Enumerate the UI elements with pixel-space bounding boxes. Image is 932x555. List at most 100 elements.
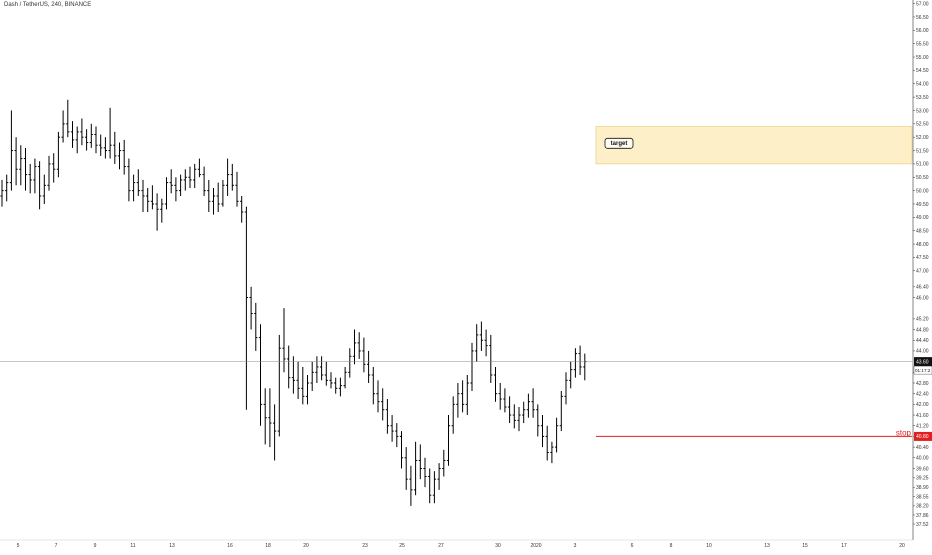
ohlc-bar xyxy=(179,174,183,196)
price-tick-label: 38.20 xyxy=(916,504,929,510)
ohlc-bar xyxy=(103,137,107,159)
ohlc-bar xyxy=(211,187,216,215)
ohlc-bar xyxy=(559,391,563,432)
ohlc-bar xyxy=(183,169,187,191)
ohlc-bar xyxy=(522,401,526,424)
ohlc-bar xyxy=(526,393,530,418)
symbol-title[interactable]: Dash / TetherUS, 240, BINANCE xyxy=(4,2,92,8)
price-tick-label: 54.50 xyxy=(916,68,929,74)
price-tick-label: 48.50 xyxy=(916,228,929,234)
time-tick-label: 18 xyxy=(265,543,271,549)
price-tick-label: 46.00 xyxy=(916,295,929,301)
time-tick-label: 16 xyxy=(227,543,233,549)
price-tick-label: 46.40 xyxy=(916,285,929,291)
ohlc-bar xyxy=(578,345,582,375)
time-tick-label: 2020 xyxy=(530,543,541,549)
ohlc-bar xyxy=(221,179,225,207)
price-lines xyxy=(0,361,912,437)
time-axis[interactable]: 5 7 9 11 13 16 18 20 23 25 27 30 2020 3 6 8 10 13 15 17 20 xyxy=(0,539,913,549)
stop-price-value: 40.80 xyxy=(916,434,929,440)
ohlc-bar xyxy=(23,147,28,191)
price-tick-label: 52.00 xyxy=(916,135,929,141)
ohlc-bar xyxy=(52,153,56,183)
ohlc-bar xyxy=(216,182,220,212)
ohlc-bar xyxy=(14,137,18,186)
ohlc-bar xyxy=(446,415,451,466)
ohlc-bar xyxy=(0,179,4,207)
time-tick-label: 17 xyxy=(841,543,847,549)
ohlc-bar xyxy=(334,377,338,394)
ohlc-bar xyxy=(28,163,32,194)
ohlc-bar xyxy=(38,161,42,210)
ohlc-bar xyxy=(461,380,465,413)
time-tick-label: 25 xyxy=(399,543,405,549)
ohlc-bar xyxy=(475,324,479,362)
ohlc-bar xyxy=(5,174,9,202)
target-label[interactable]: target xyxy=(611,141,628,147)
price-tick-label: 53.50 xyxy=(916,95,929,101)
time-tick-label: 20 xyxy=(303,543,309,549)
ohlc-bar xyxy=(310,361,314,392)
ohlc-bar xyxy=(188,166,192,188)
ohlc-bar xyxy=(371,366,375,405)
ohlc-bar xyxy=(456,382,460,418)
ohlc-bar xyxy=(545,425,549,461)
ohlc-bar xyxy=(89,123,93,148)
target-box[interactable] xyxy=(595,126,913,165)
ohlc-bar xyxy=(465,374,469,416)
ohlc-bar xyxy=(136,169,140,196)
ohlc-bar xyxy=(324,361,328,386)
ohlc-bar xyxy=(291,356,295,394)
current-price-badge[interactable] xyxy=(914,357,932,367)
time-tick-label: 10 xyxy=(706,543,712,549)
ohlc-bar xyxy=(132,174,136,202)
ohlc-bar xyxy=(75,126,79,154)
price-tick-label: 38.90 xyxy=(916,485,929,491)
ohlc-bar xyxy=(202,166,206,196)
price-tick-label: 48.00 xyxy=(916,242,929,248)
time-tick-label: 6 xyxy=(631,543,634,549)
ohlc-bar xyxy=(362,337,366,373)
price-tick-label: 55.50 xyxy=(916,41,929,47)
countdown-value: 01:17:2 xyxy=(915,368,931,373)
price-tick-label: 50.50 xyxy=(916,175,929,181)
price-tick-label: 57.00 xyxy=(916,1,929,7)
ohlc-bar xyxy=(122,139,126,175)
price-tick-label: 47.00 xyxy=(916,269,929,275)
ohlc-bar xyxy=(493,366,498,402)
time-tick-label: 3 xyxy=(574,543,577,549)
price-tick-label: 55.00 xyxy=(916,55,929,61)
ohlc-bar xyxy=(155,193,159,231)
ohlc-bar xyxy=(127,158,131,202)
price-tick-label: 40.40 xyxy=(916,445,929,451)
ohlc-bar xyxy=(94,126,98,154)
ohlc-bar xyxy=(197,158,201,178)
ohlc-bar xyxy=(573,348,577,378)
ohlc-bar xyxy=(583,353,587,381)
price-tick-label: 56.50 xyxy=(916,15,929,21)
ohlc-bars xyxy=(0,99,587,506)
ohlc-bar xyxy=(258,324,263,426)
price-axis[interactable]: 57.00 56.50 56.00 55.50 55.00 54.50 54.00 53.50… xyxy=(912,0,932,540)
ohlc-bar xyxy=(254,302,258,351)
ohlc-bar xyxy=(193,163,197,188)
price-tick-label: 44.80 xyxy=(916,327,929,333)
ohlc-bar xyxy=(33,158,37,194)
ohlc-bar xyxy=(512,404,516,429)
price-tick-label: 51.00 xyxy=(916,162,929,168)
time-tick-label: 30 xyxy=(495,543,501,549)
ohlc-bar xyxy=(146,187,150,212)
time-tick-label: 9 xyxy=(94,543,97,549)
ohlc-bar xyxy=(414,441,418,496)
ohlc-bar xyxy=(150,185,154,210)
target-label-box[interactable] xyxy=(604,137,634,149)
ohlc-bar xyxy=(315,356,319,383)
ohlc-bar xyxy=(442,449,446,477)
target-zone[interactable]: target xyxy=(595,126,913,165)
ohlc-bar xyxy=(117,142,122,170)
price-tick-label: 40.00 xyxy=(916,456,929,462)
price-tick-label: 53.00 xyxy=(916,108,929,114)
stop-price-badge[interactable] xyxy=(914,431,932,441)
